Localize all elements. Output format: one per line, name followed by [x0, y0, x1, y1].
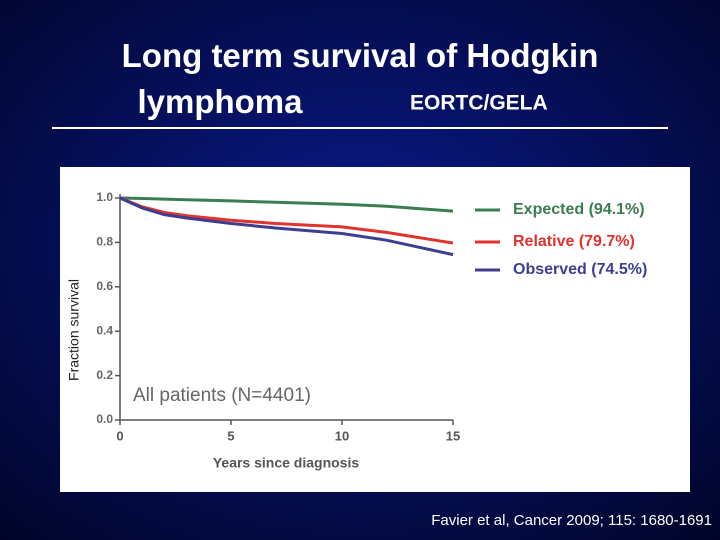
x-tick-label: 15 — [446, 428, 460, 443]
y-tick-label: 0.0 — [96, 412, 113, 426]
series-line — [119, 196, 454, 213]
y-tick-label: 0.6 — [96, 279, 113, 293]
title-line: lymphoma — [137, 83, 303, 120]
series-line — [119, 196, 454, 257]
legend-label: Observed (74.5%) — [513, 261, 647, 278]
x-tick-label: 5 — [227, 428, 234, 443]
annotation: All patients (N=4401) — [133, 385, 311, 406]
source: Favier et al, Cancer 2009; 115: 1680-169… — [431, 512, 712, 529]
y-tick-label: 0.4 — [96, 323, 113, 337]
legend-label: Expected (94.1%) — [513, 201, 645, 218]
x-tick-label: 10 — [335, 428, 349, 443]
slide-subtitle: EORTC/GELA — [410, 92, 548, 115]
y-tick-label: 0.2 — [96, 368, 113, 382]
y-tick-label: 1.0 — [96, 190, 113, 204]
legend-label: Relative (79.7%) — [513, 233, 635, 250]
x-tick-label: 0 — [116, 428, 123, 443]
chart-panel — [60, 167, 690, 492]
chart: 0.0 0.2 0.4 0.6 0.8 1.0 0 5 10 15 Years since diag… — [66, 190, 648, 471]
y-tick-label: 0.8 — [96, 235, 113, 249]
x-axis-label: Years since diagnosis — [213, 455, 360, 471]
title-line: Long term survival of Hodgkin — [122, 37, 599, 74]
slide-title: Long term survival of Hodgkin lymphoma — [122, 37, 599, 120]
y-axis-label: Fraction survival — [66, 279, 82, 381]
